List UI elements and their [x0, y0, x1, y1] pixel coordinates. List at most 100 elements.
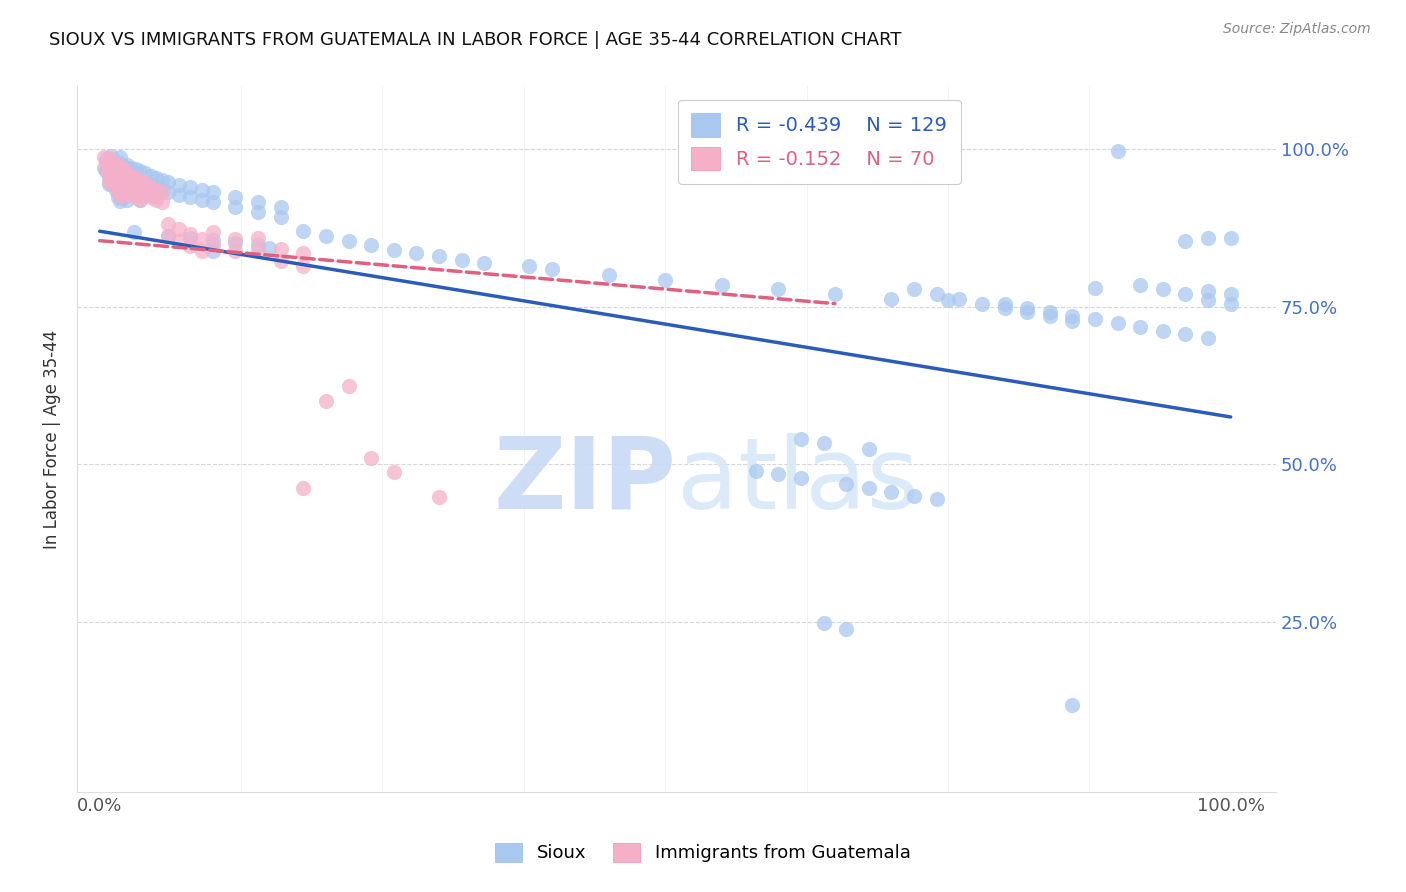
Point: [108, 169, 131, 183]
Point: [103, 164, 125, 178]
Point: [108, 150, 131, 164]
Point: [150, 172, 173, 186]
Text: ZIP: ZIP: [494, 433, 676, 530]
Point: [190, 183, 212, 197]
Point: [179, 239, 201, 253]
Point: [129, 183, 152, 197]
Point: [145, 170, 167, 185]
Point: [993, 301, 1015, 315]
Point: [1084, 281, 1107, 295]
Point: [125, 162, 148, 177]
Point: [97, 177, 120, 191]
Point: [768, 282, 790, 296]
Point: [156, 185, 179, 199]
Point: [1084, 312, 1107, 326]
Point: [970, 296, 993, 310]
Point: [405, 246, 427, 260]
Point: [125, 171, 148, 186]
Point: [292, 481, 315, 495]
Point: [104, 175, 127, 189]
Point: [120, 187, 142, 202]
Point: [179, 227, 201, 241]
Point: [107, 168, 129, 182]
Point: [156, 175, 179, 189]
Point: [1174, 234, 1197, 248]
Point: [1197, 284, 1219, 298]
Point: [1129, 320, 1152, 334]
Point: [115, 158, 138, 172]
Point: [107, 177, 129, 191]
Point: [1039, 305, 1062, 319]
Point: [111, 158, 134, 172]
Point: [103, 155, 125, 169]
Point: [993, 297, 1015, 311]
Point: [1219, 287, 1241, 301]
Point: [598, 268, 620, 283]
Point: [167, 187, 190, 202]
Point: [104, 158, 127, 172]
Point: [150, 182, 173, 196]
Point: [1197, 230, 1219, 244]
Y-axis label: In Labor Force | Age 35-44: In Labor Force | Age 35-44: [44, 329, 60, 549]
Point: [100, 148, 122, 162]
Point: [337, 234, 360, 248]
Point: [880, 292, 903, 306]
Point: [247, 243, 270, 257]
Point: [259, 241, 281, 255]
Point: [247, 205, 270, 219]
Point: [100, 177, 122, 191]
Point: [1152, 282, 1174, 296]
Point: [292, 259, 315, 273]
Point: [100, 177, 122, 191]
Point: [270, 200, 292, 214]
Point: [114, 161, 136, 176]
Point: [270, 254, 292, 268]
Legend: Sioux, Immigrants from Guatemala: Sioux, Immigrants from Guatemala: [488, 836, 918, 870]
Point: [104, 169, 127, 183]
Point: [111, 178, 134, 193]
Point: [427, 490, 450, 504]
Point: [111, 175, 134, 189]
Point: [948, 292, 970, 306]
Point: [139, 178, 162, 192]
Point: [114, 174, 136, 188]
Point: [247, 195, 270, 210]
Point: [315, 229, 337, 244]
Point: [125, 190, 148, 204]
Point: [100, 152, 122, 166]
Point: [145, 193, 167, 207]
Point: [1174, 327, 1197, 342]
Point: [104, 160, 127, 174]
Point: [360, 450, 382, 465]
Point: [1219, 296, 1241, 310]
Point: [247, 230, 270, 244]
Point: [541, 262, 564, 277]
Point: [134, 176, 156, 190]
Point: [114, 178, 136, 193]
Point: [224, 232, 246, 246]
Point: [768, 467, 790, 482]
Point: [315, 394, 337, 409]
Point: [115, 168, 138, 182]
Point: [450, 252, 472, 267]
Point: [115, 193, 138, 207]
Text: atlas: atlas: [676, 433, 918, 530]
Point: [167, 234, 190, 248]
Point: [150, 195, 173, 210]
Point: [179, 180, 201, 194]
Point: [1107, 144, 1129, 158]
Point: [813, 615, 835, 630]
Point: [813, 435, 835, 450]
Point: [1017, 301, 1039, 315]
Point: [224, 244, 246, 259]
Point: [790, 471, 813, 485]
Point: [270, 242, 292, 256]
Point: [107, 180, 129, 194]
Point: [201, 233, 224, 247]
Point: [654, 273, 676, 287]
Point: [115, 168, 138, 182]
Point: [167, 178, 190, 192]
Point: [107, 164, 129, 178]
Point: [1174, 287, 1197, 301]
Point: [104, 168, 127, 182]
